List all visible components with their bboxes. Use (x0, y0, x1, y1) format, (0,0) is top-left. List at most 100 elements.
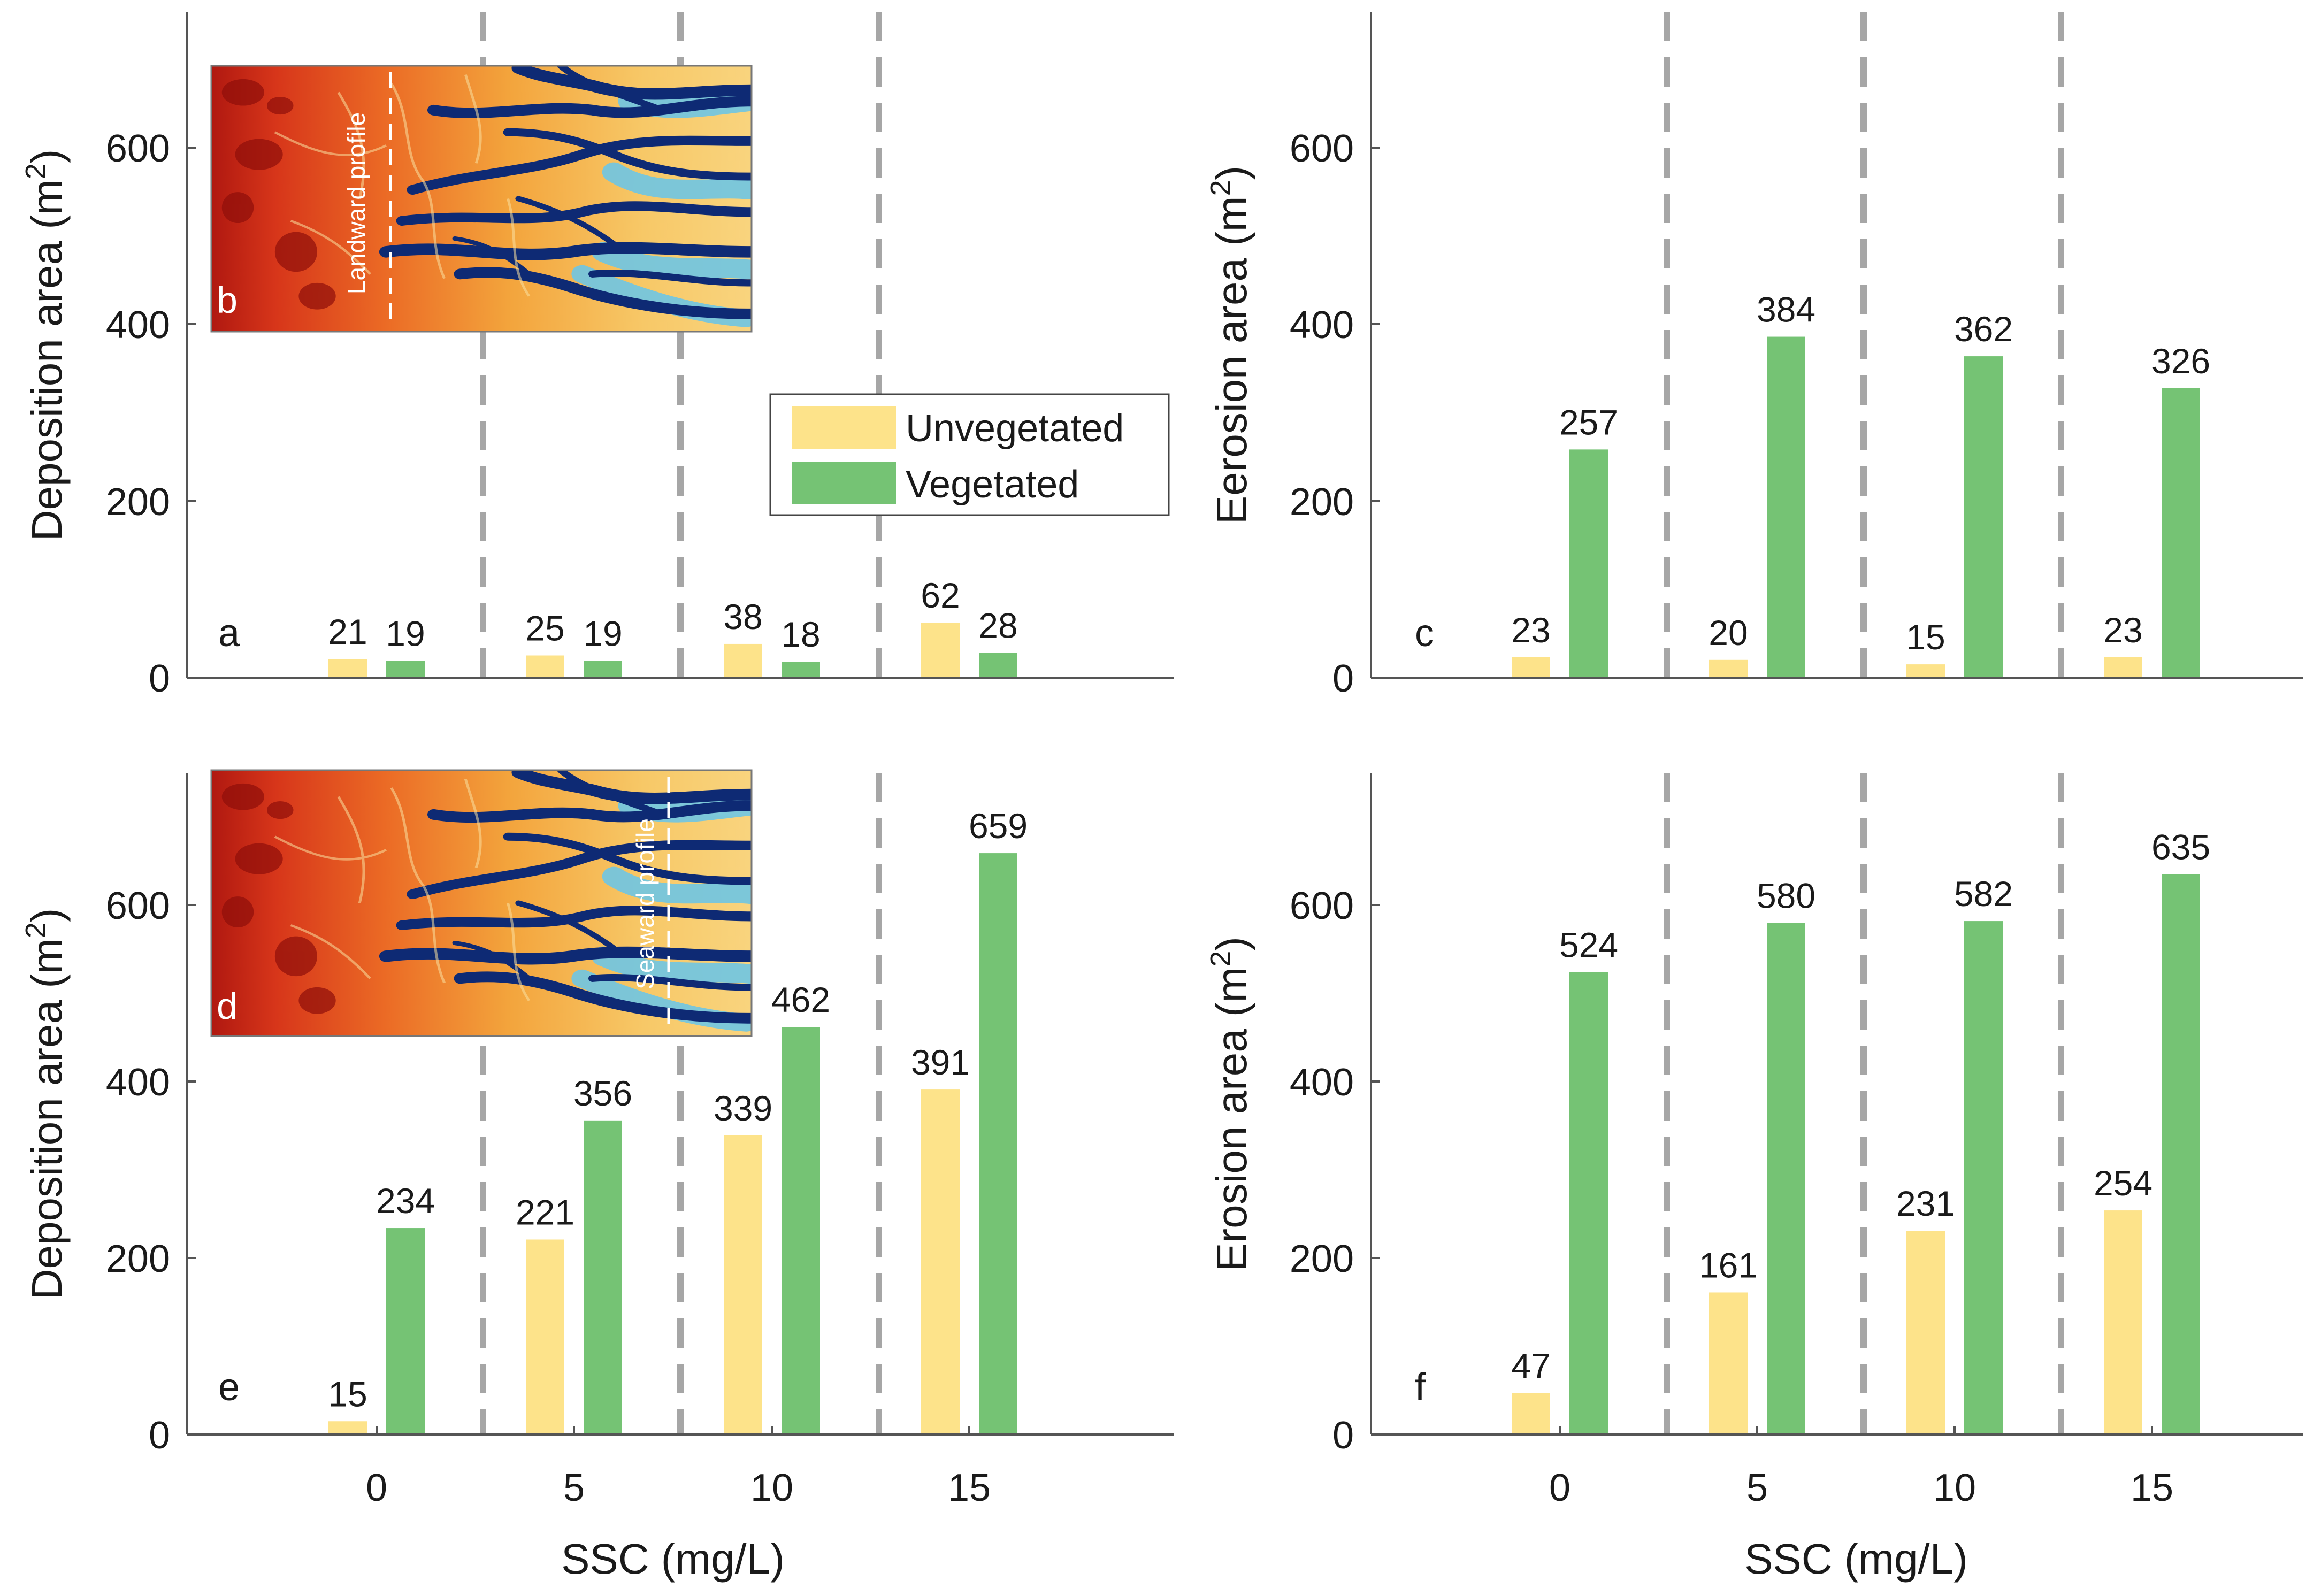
bar-unvegetated-ssc-10 (1906, 664, 1945, 678)
bar-group (328, 623, 1017, 678)
data-label-vegetated: 635 (2151, 827, 2210, 867)
bar-unvegetated-ssc-0 (1512, 1393, 1550, 1434)
panel-letter: c (1415, 612, 1434, 655)
x-axis-label: SSC (mg/L) (561, 1535, 785, 1583)
data-label-vegetated: 659 (969, 806, 1028, 846)
data-labels: 15 221 339 391 234 356 462 659 (328, 806, 1028, 1414)
data-label-vegetated: 524 (1559, 925, 1618, 965)
panel-letter: f (1415, 1366, 1426, 1409)
bar-unvegetated-ssc-5 (1709, 1292, 1748, 1434)
x-tick-label: 10 (1933, 1467, 1976, 1509)
y-tick-label: 0 (149, 657, 170, 700)
bar-vegetated-ssc-0 (1569, 972, 1608, 1434)
bar-group (1512, 874, 2200, 1434)
data-label-vegetated: 580 (1757, 876, 1815, 915)
bar-unvegetated-ssc-15 (921, 623, 960, 678)
y-tick-label: 0 (149, 1414, 170, 1457)
data-label-vegetated: 28 (978, 606, 1017, 646)
bar-unvegetated-ssc-0 (328, 659, 367, 678)
panel-c-erosion-landward: 23 20 15 23 257 384 362 326 0 200 400 600 Eeros… (1205, 12, 2303, 700)
bar-unvegetated-ssc-15 (2104, 1210, 2142, 1434)
divider-lines (1664, 773, 2064, 1434)
y-axis-label: Deposition area (m2) (20, 908, 71, 1300)
data-label-unvegetated: 23 (2103, 610, 2142, 650)
data-label-unvegetated: 254 (2094, 1163, 2152, 1203)
data-label-unvegetated: 231 (1896, 1184, 1955, 1223)
bar-unvegetated-ssc-10 (1906, 1231, 1945, 1434)
bar-vegetated-ssc-5 (584, 1120, 622, 1434)
bar-unvegetated-ssc-0 (1512, 657, 1550, 678)
bar-vegetated-ssc-5 (1767, 923, 1805, 1434)
x-tick-label: 0 (1549, 1467, 1570, 1509)
bar-group (1512, 336, 2200, 678)
y-tick-label: 400 (106, 304, 170, 347)
marsh-map-image (211, 66, 752, 332)
bar-vegetated-ssc-0 (386, 661, 425, 678)
data-label-unvegetated: 25 (525, 609, 564, 648)
legend-label-unvegetated: Unvegetated (906, 407, 1124, 450)
y-tick-label: 400 (1290, 1061, 1354, 1104)
inset-map-d: Seaward profile d (210, 769, 753, 1037)
data-label-unvegetated: 21 (328, 612, 367, 651)
panel-a-deposition-landward: 21 25 38 62 19 19 18 28 0 200 400 600 Depositio… (20, 12, 1174, 700)
inset-frame (210, 65, 753, 333)
inset-letter: d (217, 985, 238, 1027)
x-tick-label: 10 (750, 1467, 793, 1509)
data-label-unvegetated: 38 (723, 597, 762, 636)
data-labels: 21 25 38 62 19 19 18 28 (328, 576, 1017, 654)
panel-letter: e (218, 1366, 240, 1409)
bar-unvegetated-ssc-15 (921, 1089, 960, 1434)
y-axis: 0 200 400 600 (106, 773, 196, 1457)
bar-vegetated-ssc-10 (1964, 921, 2003, 1434)
y-axis: 0 200 400 600 (1290, 12, 1380, 700)
y-tick-label: 200 (1290, 481, 1354, 524)
bar-vegetated-ssc-5 (1767, 336, 1805, 678)
data-label-vegetated: 18 (781, 615, 820, 654)
data-label-vegetated: 356 (573, 1073, 632, 1113)
data-label-vegetated: 234 (376, 1181, 435, 1221)
data-label-vegetated: 582 (1954, 874, 2013, 914)
data-labels: 23 20 15 23 257 384 362 326 (1511, 290, 2210, 657)
data-label-unvegetated: 221 (516, 1192, 574, 1232)
legend: Unvegetated Vegetated (769, 393, 1170, 516)
data-label-unvegetated: 15 (1906, 617, 1945, 657)
inset-letter: b (217, 279, 238, 321)
x-tick-label: 5 (563, 1467, 585, 1509)
bar-unvegetated-ssc-10 (724, 1135, 762, 1434)
y-axis-label: Eerosion area (m2) (1205, 166, 1255, 524)
x-axis-label: SSC (mg/L) (1744, 1535, 1968, 1583)
bar-vegetated-ssc-5 (584, 661, 622, 678)
data-label-unvegetated: 47 (1511, 1346, 1550, 1385)
y-tick-label: 600 (106, 127, 170, 170)
bar-unvegetated-ssc-0 (328, 1421, 367, 1434)
bar-group (328, 853, 1017, 1434)
y-tick-label: 400 (106, 1061, 170, 1104)
bar-unvegetated-ssc-15 (2104, 657, 2142, 678)
bar-unvegetated-ssc-5 (526, 655, 564, 678)
panel-e-deposition-seaward: 15 221 339 391 234 356 462 659 0 200 400 600 0 … (20, 769, 1174, 1583)
x-tick-label: 0 (366, 1467, 387, 1509)
panel-letter: a (218, 612, 240, 655)
data-label-unvegetated: 20 (1709, 613, 1748, 653)
divider-lines (1664, 12, 2064, 678)
panel-f-erosion-seaward: 47 161 231 254 524 580 582 635 0 200 400 600 0 … (1205, 773, 2303, 1583)
data-label-unvegetated: 62 (921, 576, 960, 615)
y-tick-label: 600 (1290, 885, 1354, 927)
profile-label: Seaward profile (631, 818, 659, 989)
y-tick-label: 600 (106, 885, 170, 927)
y-axis-label: Erosion area (m2) (1205, 937, 1255, 1271)
data-label-vegetated: 257 (1559, 402, 1618, 442)
x-tick-label: 15 (2131, 1467, 2173, 1509)
y-tick-label: 600 (1290, 127, 1354, 170)
bar-vegetated-ssc-10 (1964, 356, 2003, 678)
bar-unvegetated-ssc-10 (724, 643, 762, 678)
inset-map-b: Landward profile b (210, 65, 753, 333)
data-label-vegetated: 19 (583, 613, 622, 653)
y-tick-label: 0 (1332, 657, 1354, 700)
legend-label-vegetated: Vegetated (906, 463, 1079, 506)
bar-vegetated-ssc-0 (386, 1228, 425, 1434)
marsh-map-image (211, 770, 752, 1036)
bar-unvegetated-ssc-5 (1709, 659, 1748, 678)
bar-vegetated-ssc-15 (2162, 874, 2200, 1434)
